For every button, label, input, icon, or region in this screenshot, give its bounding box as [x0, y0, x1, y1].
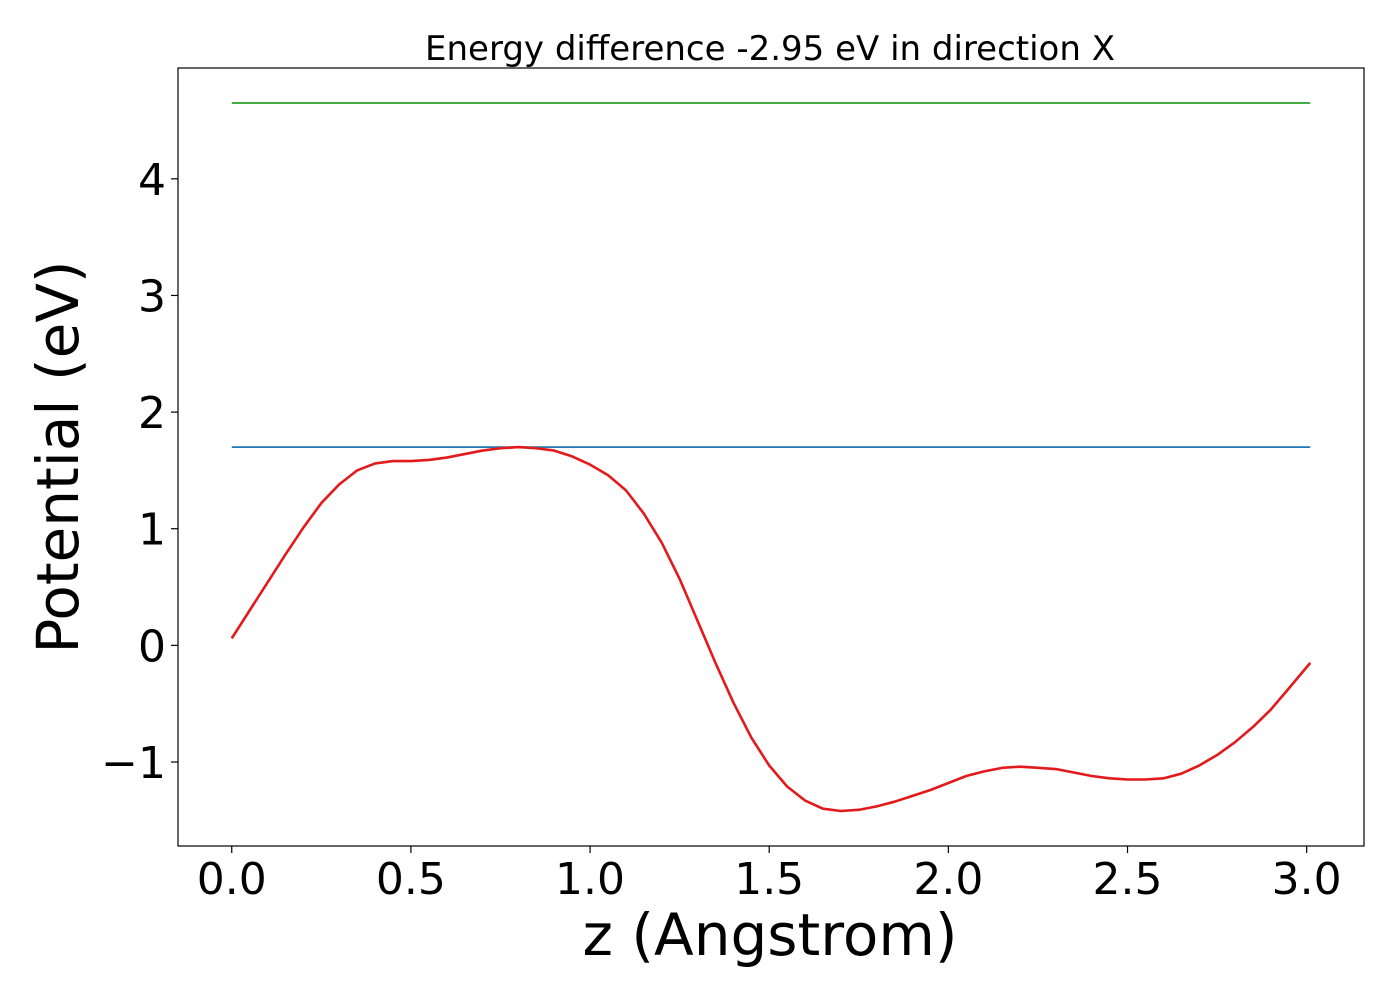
y-tick-label: 2 [138, 388, 166, 439]
x-tick-label: 2.5 [1093, 854, 1163, 905]
x-tick-label: 2.0 [913, 854, 983, 905]
y-tick-label: 0 [138, 621, 166, 672]
x-tick-label: 1.0 [555, 854, 625, 905]
x-tick-label: 0.0 [197, 854, 267, 905]
x-tick-label: 3.0 [1272, 854, 1342, 905]
y-tick-label: 1 [138, 505, 166, 556]
plot-area-frame [177, 67, 1365, 847]
series-layer [230, 102, 1312, 813]
x-tick-label: 1.5 [734, 854, 804, 905]
y-axis-label: Potential (eV) [24, 260, 92, 653]
y-tick-label: 4 [138, 155, 166, 206]
y-tick-label: 3 [138, 271, 166, 322]
x-tick-label: 0.5 [376, 854, 446, 905]
y-tick-label: −1 [101, 738, 166, 789]
x-axis-ticks: 0.0 0.5 1.0 1.5 2.0 2.5 3.0 [197, 846, 1342, 905]
y-axis-ticks: −1 0 1 2 3 4 [101, 155, 178, 789]
chart-title: Energy difference -2.95 eV in direction … [425, 29, 1115, 69]
series-line-2 [230, 445, 1312, 813]
x-axis-label: z (Angstrom) [583, 901, 958, 969]
